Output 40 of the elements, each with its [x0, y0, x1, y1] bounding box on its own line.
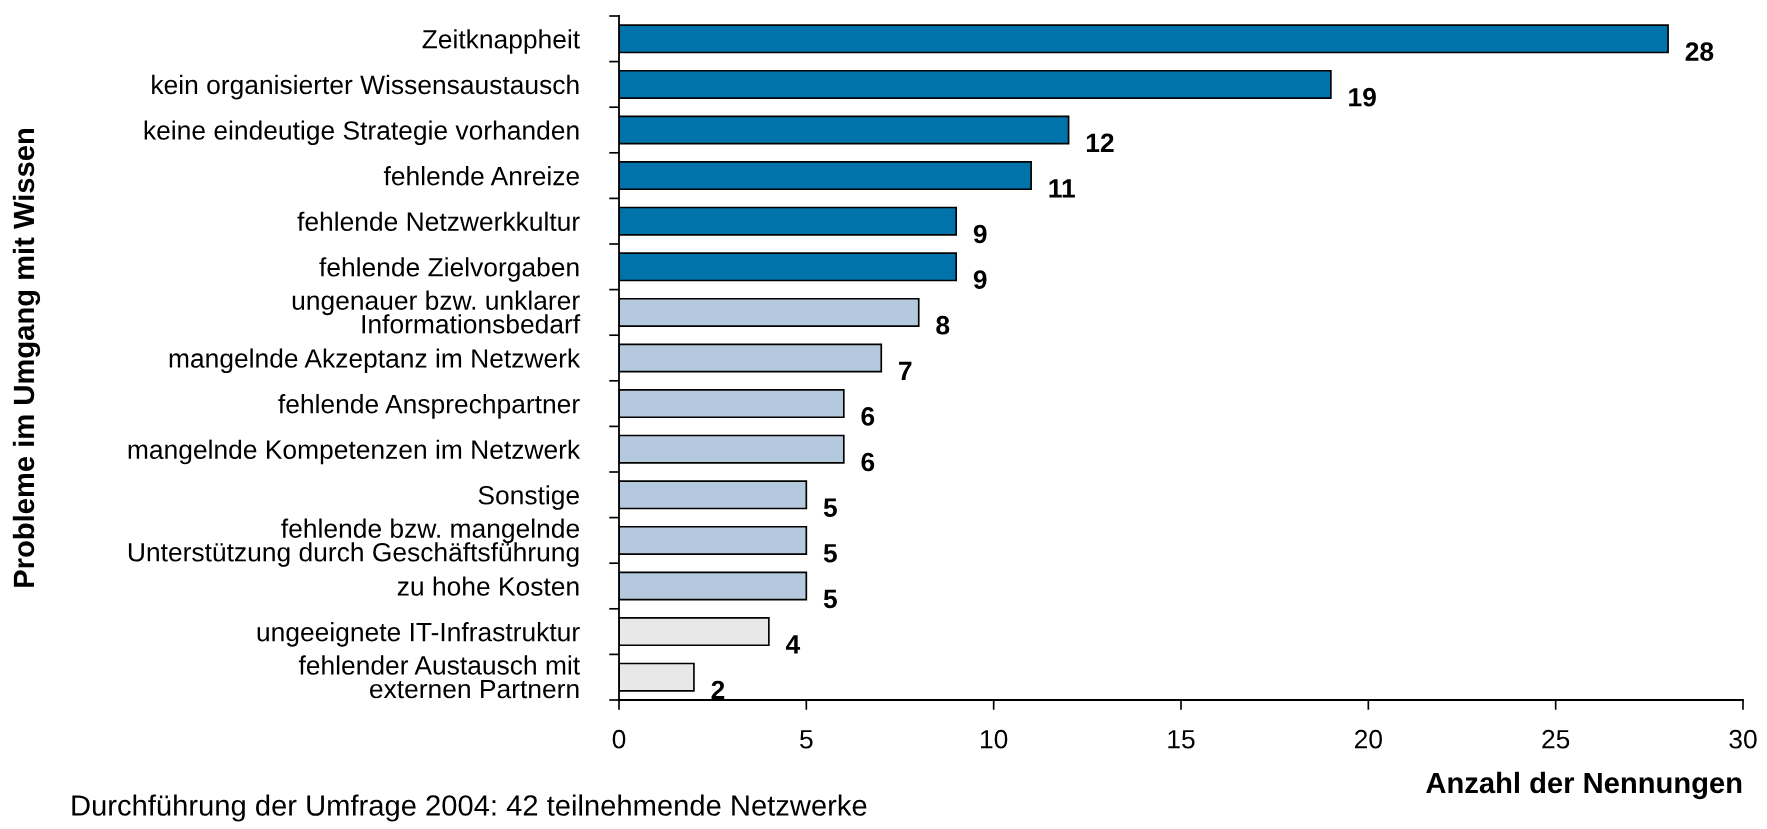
x-tick-label: 5: [800, 730, 813, 749]
y-tick-label: fehlende Netzwerkkultur: [297, 211, 580, 232]
data-label: 9: [973, 224, 987, 244]
data-label: 2: [711, 680, 725, 700]
x-tick-label: 25: [1542, 729, 1570, 749]
y-tick-label: ungenauer bzw. unklarer Informationsbedarf: [292, 290, 581, 334]
data-label: 5: [823, 589, 837, 609]
x-tick-label: 10: [981, 729, 1008, 749]
y-tick-label: ungeeignete IT-Infrastruktur: [257, 622, 580, 647]
x-tick-label: 20: [1354, 729, 1382, 749]
y-tick-label: fehlende Ansprechpartner: [278, 394, 580, 419]
data-label: 19: [1349, 87, 1376, 107]
y-tick-label: fehlender Austausch mit externen Partnern: [298, 655, 580, 699]
y-tick-label: mangelnde Kompetenzen im Netzwerk: [128, 439, 581, 465]
data-label: 5: [823, 498, 837, 517]
x-tick-label: 15: [1168, 730, 1195, 749]
x-tick-label: 0: [612, 729, 626, 749]
x-axis-title: Anzahl der Nennungen: [1426, 771, 1742, 800]
y-tick-label: kein organisierter Wissensaustausch: [152, 74, 579, 100]
y-tick-label: fehlende bzw. mangelnde Unterstützung durch Geschäftsführung: [128, 518, 579, 567]
data-label: 4: [785, 635, 801, 654]
y-tick-label: fehlende Zielvorgaben: [319, 257, 579, 282]
data-label: 12: [1086, 133, 1114, 152]
y-tick-label: Sonstige: [478, 485, 579, 510]
data-label: 8: [936, 315, 950, 335]
y-tick-label: Zeitknappheit: [422, 29, 580, 54]
x-tick-label: 30: [1729, 729, 1757, 749]
y-tick-label: fehlende Anreize: [383, 166, 579, 186]
data-label: 7: [899, 361, 912, 380]
y-tick-label: mangelnde Akzeptanz im Netzwerk: [169, 348, 581, 374]
data-label: 5: [823, 544, 837, 563]
data-label: 6: [861, 452, 875, 472]
data-label: 9: [973, 270, 987, 289]
text: Durchführung der Umfrage 2004: 42 teilnehmende Netzwerke: [72, 794, 867, 822]
data-label: 11: [1049, 179, 1075, 198]
y-axis-title: Probleme im Umgang mit Wissen: [12, 128, 41, 587]
data-label: 6: [861, 407, 875, 426]
data-label: 28: [1685, 42, 1714, 61]
y-tick-label: zu hohe Kosten: [397, 576, 579, 596]
y-tick-label: keine eindeutige Strategie vorhanden: [144, 120, 579, 146]
